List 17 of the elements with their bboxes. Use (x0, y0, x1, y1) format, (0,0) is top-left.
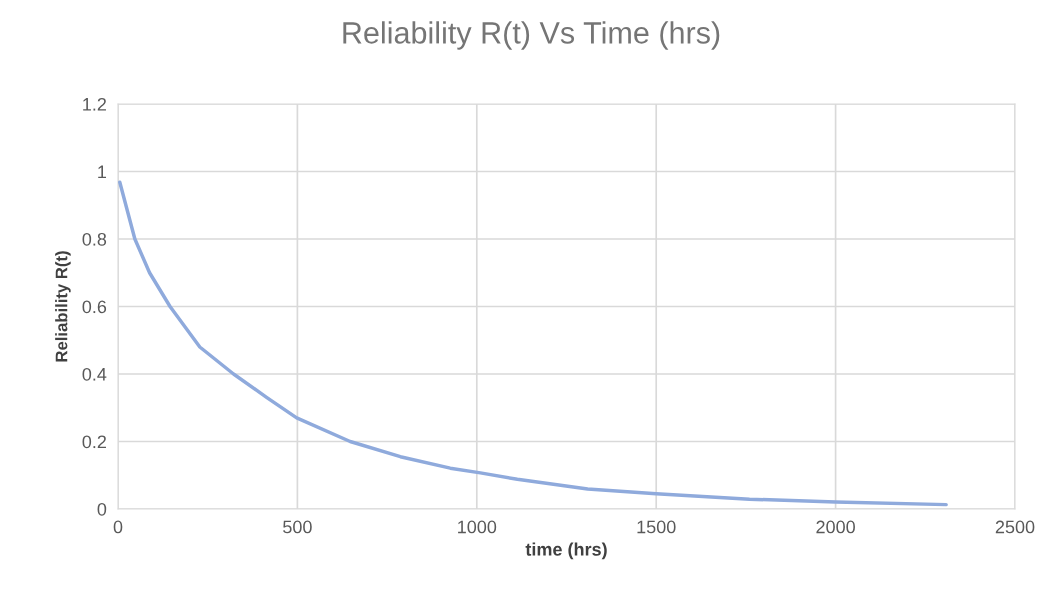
y-tick-label: 0.4 (82, 367, 107, 381)
y-tick-label: 0.8 (82, 232, 107, 246)
y-axis-title: Reliability R(t) (55, 251, 71, 362)
line-series (118, 180, 948, 507)
y-tick-label: 0.2 (82, 435, 106, 449)
x-tick-label: 1500 (637, 520, 676, 534)
y-tick-label: 0 (97, 502, 107, 516)
x-tick-label: 1000 (458, 520, 497, 534)
x-tick-label: 2500 (995, 520, 1035, 534)
y-tick-label: 1.2 (83, 97, 106, 111)
x-axis-title: time (hrs) (525, 542, 607, 560)
x-tick-label: 500 (283, 520, 312, 534)
x-tick-label: 0 (113, 520, 123, 534)
y-tick-label: 0.6 (82, 300, 107, 314)
y-tick-label: 1 (98, 165, 107, 179)
chart-title: Reliability R(t) Vs Time (hrs) (343, 21, 720, 50)
x-tick-label: 2000 (816, 520, 855, 534)
